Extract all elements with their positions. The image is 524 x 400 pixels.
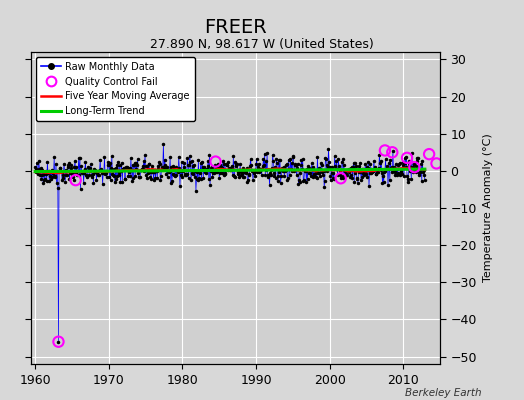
Title: FREER: FREER [204, 18, 267, 36]
Point [388, 149, 397, 156]
Text: Berkeley Earth: Berkeley Earth [406, 388, 482, 398]
Point [211, 158, 220, 165]
Point [410, 164, 419, 170]
Point [54, 338, 63, 345]
Point [336, 175, 345, 182]
Point [381, 147, 389, 154]
Y-axis label: Temperature Anomaly (°C): Temperature Anomaly (°C) [483, 134, 493, 282]
Point [425, 151, 433, 157]
Point [403, 155, 411, 161]
Point [432, 160, 441, 167]
Legend: Raw Monthly Data, Quality Control Fail, Five Year Moving Average, Long-Term Tren: Raw Monthly Data, Quality Control Fail, … [36, 57, 195, 121]
Text: 27.890 N, 98.617 W (United States): 27.890 N, 98.617 W (United States) [150, 38, 374, 51]
Point [71, 177, 80, 183]
